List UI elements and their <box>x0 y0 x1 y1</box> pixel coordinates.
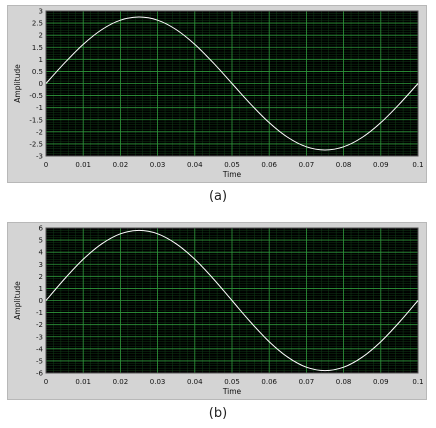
chart-panel-b: 0 0.01 0.02 0.03 0.04 0.05 0.06 0.07 0.08 0.09 0.1… <box>7 222 427 400</box>
y-tick-label: -4 <box>36 345 44 353</box>
y-tick-label: -2 <box>36 128 43 136</box>
x-tick-label: 0.04 <box>187 378 203 386</box>
y-tick-label: 4 <box>39 249 44 257</box>
x-tick-label: 0.06 <box>261 378 277 386</box>
y-tick-label: -6 <box>36 370 44 378</box>
x-axis-label: Time <box>222 387 242 396</box>
x-tick-label: 0.1 <box>412 161 423 169</box>
chart-b-caption: (b) <box>208 406 228 421</box>
y-tick-label: -2 <box>36 321 43 329</box>
x-tick-label: 0.01 <box>75 161 91 169</box>
y-tick-label: 1 <box>39 285 43 293</box>
y-axis-label: Amplitude <box>13 64 22 103</box>
y-tick-label: -3 <box>36 153 43 161</box>
x-tick-label: 0.03 <box>150 378 166 386</box>
y-tick-label: -1.5 <box>29 116 43 124</box>
x-tick-label: 0.02 <box>113 161 129 169</box>
y-tick-label: 0 <box>39 297 43 305</box>
y-tick-label: -3 <box>36 333 43 341</box>
x-tick-label: 0.05 <box>224 378 240 386</box>
x-tick-label: 0.1 <box>412 378 423 386</box>
y-tick-label: -2.5 <box>29 140 43 148</box>
y-tick-label: 0.5 <box>32 68 43 76</box>
series-line <box>45 16 419 151</box>
y-tick-label: -0.5 <box>29 92 43 100</box>
x-tick-label: 0.08 <box>336 378 352 386</box>
x-tick-label: 0.03 <box>150 161 166 169</box>
y-tick-label: 1.5 <box>32 44 43 52</box>
x-tick-label: 0.02 <box>113 378 129 386</box>
x-tick-label: 0.08 <box>336 161 352 169</box>
y-tick-label: -1 <box>36 309 43 317</box>
y-tick-label: 1 <box>39 56 43 64</box>
chart-a-svg: 0 0.01 0.02 0.03 0.04 0.05 0.06 0.07 0.08 0.09 0.1… <box>13 8 424 180</box>
x-tick-label: 0 <box>44 161 48 169</box>
x-tick-label: 0.01 <box>75 378 91 386</box>
x-tick-label: 0.04 <box>187 161 203 169</box>
x-tick-label: 0.09 <box>373 161 389 169</box>
y-tick-label: 2 <box>39 32 43 40</box>
y-tick-label: 5 <box>39 237 43 245</box>
x-tick-label: 0.07 <box>299 378 315 386</box>
series-line <box>45 229 419 372</box>
y-tick-label: 0 <box>39 80 43 88</box>
x-tick-label: 0.09 <box>373 378 389 386</box>
chart-a-caption: (a) <box>208 189 228 204</box>
y-tick-label: -5 <box>36 357 43 365</box>
y-tick-label: 3 <box>39 261 43 269</box>
y-tick-label: 2 <box>39 273 43 281</box>
x-axis-label: Time <box>222 170 242 179</box>
y-tick-label: -1 <box>36 104 43 112</box>
y-tick-label: 6 <box>39 225 44 233</box>
y-axis-label: Amplitude <box>13 281 22 320</box>
y-tick-label: 3 <box>39 8 43 16</box>
x-tick-label: 0.07 <box>299 161 315 169</box>
x-tick-label: 0.05 <box>224 161 240 169</box>
chart-panel-a: 0 0.01 0.02 0.03 0.04 0.05 0.06 0.07 0.08 0.09 0.1… <box>7 5 427 183</box>
x-tick-label: 0 <box>44 378 48 386</box>
y-tick-label: 2.5 <box>32 20 43 28</box>
chart-b-svg: 0 0.01 0.02 0.03 0.04 0.05 0.06 0.07 0.08 0.09 0.1… <box>13 225 424 397</box>
x-tick-label: 0.06 <box>261 161 277 169</box>
